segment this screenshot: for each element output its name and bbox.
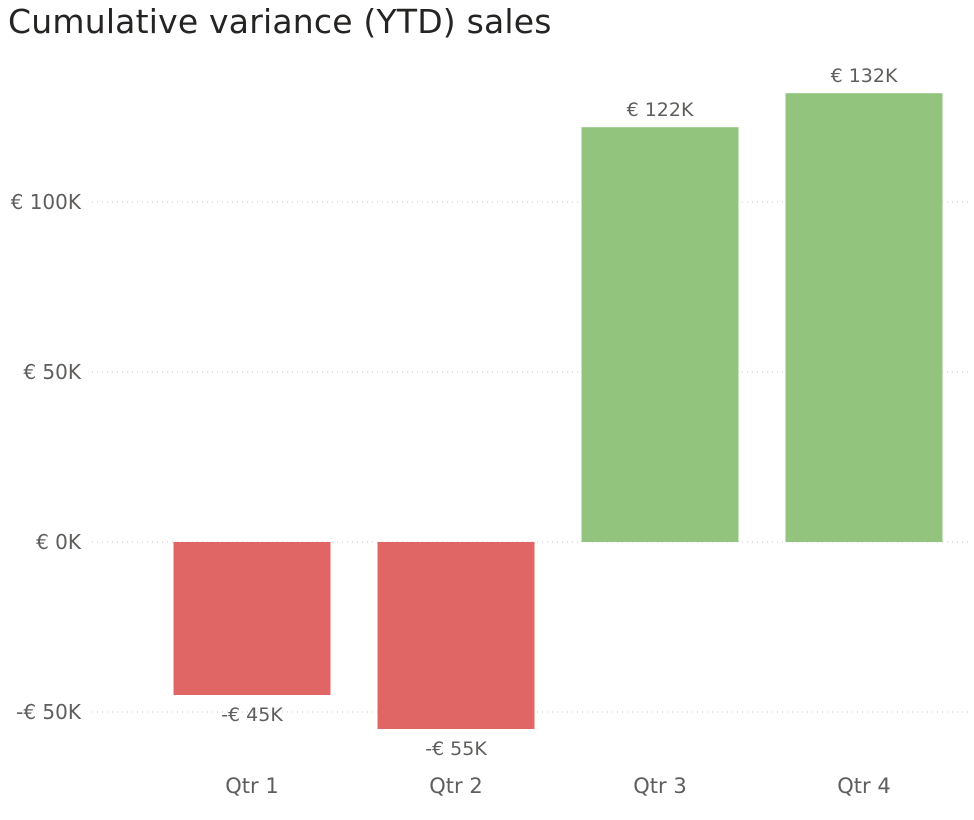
data-labels: -€ 45K -€ 55K € 122K € 132K bbox=[221, 65, 898, 760]
x-category-label: Qtr 3 bbox=[633, 774, 686, 798]
data-label: -€ 55K bbox=[425, 738, 487, 760]
x-axis-categories: Qtr 1 Qtr 2 Qtr 3 Qtr 4 bbox=[225, 774, 890, 798]
bars bbox=[173, 93, 943, 729]
x-category-label: Qtr 1 bbox=[225, 774, 278, 798]
chart-title: Cumulative variance (YTD) sales bbox=[8, 2, 552, 41]
y-tick-label: € 50K bbox=[23, 360, 82, 384]
bar-qtr-2[interactable] bbox=[377, 542, 535, 729]
data-label: -€ 45K bbox=[221, 704, 283, 726]
bar-qtr-4[interactable] bbox=[785, 93, 943, 542]
data-label: € 132K bbox=[831, 65, 898, 87]
x-category-label: Qtr 2 bbox=[429, 774, 482, 798]
bar-qtr-3[interactable] bbox=[581, 127, 739, 542]
y-axis-ticks: -€ 50K € 0K € 50K € 100K bbox=[11, 190, 82, 724]
x-category-label: Qtr 4 bbox=[837, 774, 890, 798]
y-tick-label: € 100K bbox=[11, 190, 82, 214]
bar-qtr-1[interactable] bbox=[173, 542, 331, 695]
data-label: € 122K bbox=[627, 99, 694, 121]
y-tick-label: -€ 50K bbox=[16, 700, 82, 724]
y-tick-label: € 0K bbox=[36, 530, 82, 554]
